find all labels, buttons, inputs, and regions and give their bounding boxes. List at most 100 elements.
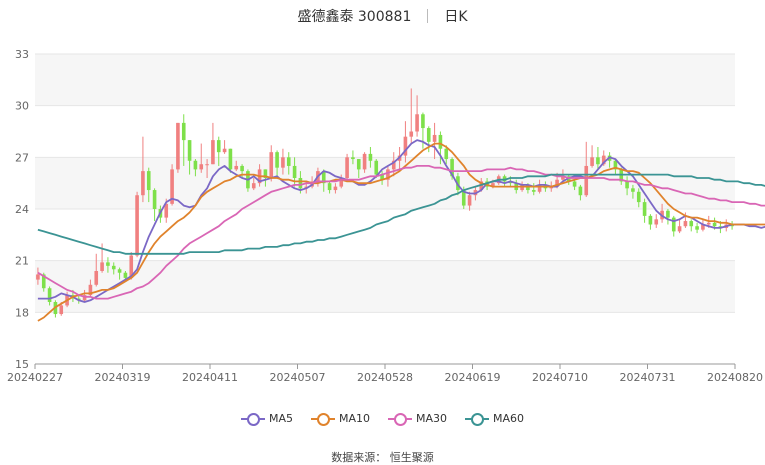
x-tick-label: 20240731 bbox=[620, 371, 676, 384]
candle-body bbox=[426, 128, 431, 142]
candle-body bbox=[432, 134, 437, 142]
candle-body bbox=[240, 165, 244, 172]
candle-body bbox=[117, 269, 122, 273]
candle-body bbox=[269, 152, 274, 178]
period-label[interactable]: 日K bbox=[444, 9, 468, 25]
legend: MA5 MA10 MA30 MA60 bbox=[0, 412, 765, 426]
candle-body bbox=[36, 274, 40, 280]
x-tick-label: 20240710 bbox=[532, 371, 588, 384]
candle-body bbox=[333, 186, 338, 191]
candle-body bbox=[415, 114, 419, 132]
candle-body bbox=[590, 157, 594, 166]
candle-body bbox=[613, 160, 618, 170]
candle-body bbox=[100, 262, 104, 271]
data-source: 数据来源： 恒生聚源 bbox=[331, 451, 434, 464]
candle-body bbox=[205, 164, 209, 166]
candle-body bbox=[561, 176, 565, 180]
candle-body bbox=[88, 284, 93, 296]
candle-body bbox=[695, 226, 699, 230]
legend-label-ma10: MA10 bbox=[338, 412, 370, 425]
candle-body bbox=[362, 153, 367, 170]
candle-body bbox=[351, 157, 355, 160]
candle-body bbox=[712, 222, 717, 227]
candle-body bbox=[701, 224, 705, 230]
candle-body bbox=[391, 160, 396, 170]
x-tick-label: 20240227 bbox=[7, 371, 63, 384]
x-tick-label: 20240820 bbox=[707, 371, 763, 384]
candle-body bbox=[596, 157, 600, 165]
candle-body bbox=[386, 169, 390, 180]
legend-label-ma60: MA60 bbox=[493, 412, 525, 425]
candle-body bbox=[461, 190, 466, 206]
candle-body bbox=[216, 140, 221, 153]
candlestick-chart: 15 18 21 24 27 30 33 20240227 20240319 20240411 20… bbox=[7, 48, 765, 384]
y-tick-label: 21 bbox=[15, 255, 29, 268]
candle-body bbox=[106, 262, 110, 266]
series-line-ma60 bbox=[37, 173, 765, 255]
candle-body bbox=[286, 157, 291, 166]
candle-body bbox=[298, 178, 303, 189]
candle-body bbox=[321, 171, 326, 184]
candle-body bbox=[671, 217, 676, 232]
candle-body bbox=[47, 288, 52, 302]
y-tick-label: 24 bbox=[15, 203, 29, 216]
header-divider bbox=[427, 9, 429, 23]
legend-item-ma60[interactable]: MA60 bbox=[465, 412, 525, 426]
legend-item-ma10[interactable]: MA10 bbox=[310, 412, 370, 426]
candle-body bbox=[491, 183, 495, 187]
candle-body bbox=[251, 183, 256, 189]
candle-body bbox=[531, 190, 536, 192]
candle-body bbox=[555, 179, 559, 187]
candle-body bbox=[654, 219, 659, 225]
candle-body bbox=[152, 190, 157, 209]
grid-band bbox=[35, 157, 735, 209]
candle-body bbox=[59, 305, 64, 315]
candle-body bbox=[327, 183, 332, 191]
stock-title: 盛德鑫泰 300881 bbox=[297, 9, 412, 25]
y-tick-label: 30 bbox=[15, 100, 29, 113]
x-tick-label: 20240619 bbox=[445, 371, 501, 384]
legend-marker-ma10 bbox=[310, 412, 335, 426]
candle-body bbox=[368, 153, 373, 161]
candle-body bbox=[467, 195, 472, 206]
y-tick-label: 33 bbox=[15, 48, 29, 61]
legend-item-ma30[interactable]: MA30 bbox=[388, 412, 448, 426]
candle-body bbox=[689, 221, 694, 227]
series-line-ma5 bbox=[37, 139, 765, 303]
candle-body bbox=[584, 165, 589, 196]
candle-body bbox=[380, 174, 384, 180]
legend-marker-ma30 bbox=[388, 412, 412, 426]
candle-body bbox=[537, 184, 542, 192]
candle-body bbox=[339, 178, 344, 187]
candle-body bbox=[193, 160, 198, 170]
candle-body bbox=[211, 140, 215, 165]
x-tick-label: 20240507 bbox=[270, 371, 326, 384]
candle-body bbox=[141, 171, 145, 196]
candle-body bbox=[135, 195, 139, 256]
grid-band bbox=[35, 260, 735, 313]
candle-body bbox=[409, 131, 414, 137]
candle-body bbox=[631, 188, 635, 192]
candle-body bbox=[292, 165, 297, 178]
candle-body bbox=[222, 148, 227, 153]
candle-body bbox=[444, 148, 449, 160]
candle-body bbox=[228, 148, 233, 170]
candle-body bbox=[94, 271, 99, 285]
y-tick-label: 18 bbox=[15, 306, 29, 319]
candle-body bbox=[170, 169, 174, 204]
candle-body bbox=[421, 114, 425, 129]
candle-body bbox=[111, 265, 116, 270]
candle-body bbox=[345, 157, 349, 178]
legend-marker-ma5 bbox=[240, 412, 265, 426]
candle-body bbox=[648, 215, 653, 225]
legend-item-ma5[interactable]: MA5 bbox=[240, 412, 293, 426]
series-line-ma10 bbox=[37, 142, 765, 322]
candle-body bbox=[438, 134, 443, 149]
legend-label-ma30: MA30 bbox=[416, 412, 448, 425]
candle-body bbox=[683, 221, 688, 227]
x-tick-label: 20240319 bbox=[95, 371, 151, 384]
candle-body bbox=[281, 157, 285, 168]
candle-body bbox=[666, 210, 670, 218]
candle-body bbox=[176, 122, 180, 170]
candle-body bbox=[601, 155, 606, 165]
